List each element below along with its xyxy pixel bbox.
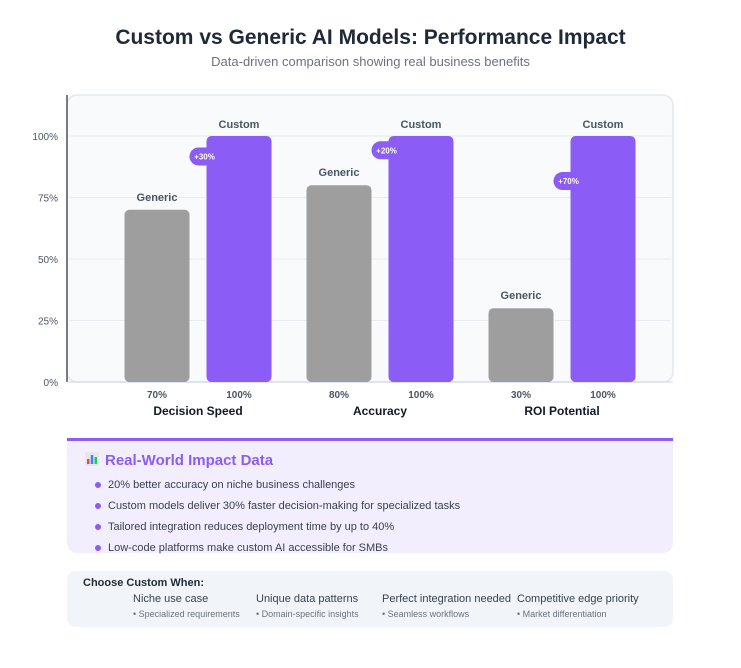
criterion-title: Competitive edge priority: [517, 593, 639, 605]
impact-list: 20% better accuracy on niche business ch…: [95, 478, 460, 562]
generic-series-label: Generic: [501, 290, 542, 302]
improvement-badge: [371, 141, 402, 160]
custom-value-label: 100%: [590, 390, 616, 401]
custom-bar: [206, 136, 272, 382]
category-label: Decision Speed: [153, 404, 242, 418]
criterion-title: Perfect integration needed: [382, 593, 512, 605]
generic-series-label: Generic: [319, 167, 360, 179]
criterion-title: Niche use case: [133, 593, 209, 605]
list-item: Tailored integration reduces deployment …: [95, 520, 460, 541]
y-tick-label: 75%: [38, 194, 58, 205]
custom-series-label: Custom: [219, 119, 260, 131]
category-label: ROI Potential: [524, 404, 599, 418]
generic-bar: [488, 308, 554, 382]
y-tick-label: 25%: [38, 317, 58, 328]
choose-custom-panel: Choose Custom When: Niche use case • Spe…: [67, 571, 673, 627]
generic-value-label: 70%: [147, 390, 167, 401]
criterion-competitive-edge: Competitive edge priority • Market diffe…: [517, 593, 639, 619]
page-subtitle: Data-driven comparison showing real busi…: [211, 54, 530, 69]
custom-bar: [388, 136, 454, 382]
criterion-unique-data: Unique data patterns • Domain-specific i…: [256, 593, 359, 619]
y-tick-label: 100%: [32, 132, 58, 143]
list-item: 20% better accuracy on niche business ch…: [95, 478, 460, 499]
custom-value-label: 100%: [408, 390, 434, 401]
custom-series-label: Custom: [583, 119, 624, 131]
y-tick-label: 50%: [38, 255, 58, 266]
improvement-badge: [189, 147, 220, 166]
custom-bar: [570, 136, 636, 382]
criterion-desc: • Market differentiation: [517, 609, 607, 619]
list-item: Low-code platforms make custom AI access…: [95, 541, 460, 562]
improvement-badge: [553, 172, 584, 191]
criterion-title: Unique data patterns: [256, 593, 359, 605]
improvement-badge-label: +70%: [558, 177, 579, 186]
criterion-desc: • Seamless workflows: [382, 609, 470, 619]
custom-series-label: Custom: [401, 119, 442, 131]
custom-value-label: 100%: [226, 390, 252, 401]
category-label: Accuracy: [353, 404, 407, 418]
performance-bar-chart: 0% 25% 50% 75% 100% Generic Custom +30% 70% 100% D…: [32, 94, 674, 418]
criterion-perfect-integration: Perfect integration needed • Seamless wo…: [382, 593, 511, 619]
y-tick-label: 0%: [44, 378, 59, 389]
generic-series-label: Generic: [137, 192, 178, 204]
page-title: Custom vs Generic AI Models: Performance…: [115, 26, 626, 49]
generic-bar: [124, 209, 190, 382]
generic-value-label: 80%: [329, 390, 349, 401]
criterion-desc: • Domain-specific insights: [256, 609, 359, 619]
choose-title: Choose Custom When:: [83, 577, 204, 589]
bar-chart-icon: [85, 452, 99, 466]
criterion-niche-use-case: Niche use case • Specialized requirement…: [133, 593, 240, 619]
generic-bar: [306, 185, 372, 382]
impact-title-text: Real-World Impact Data: [105, 452, 274, 469]
criterion-desc: • Specialized requirements: [133, 609, 240, 619]
impact-title: Real-World Impact Data: [85, 452, 273, 469]
list-item: Custom models deliver 30% faster decisio…: [95, 499, 460, 520]
impact-panel: Real-World Impact Data 20% better accura…: [67, 438, 673, 554]
generic-value-label: 30%: [511, 390, 531, 401]
improvement-badge-label: +20%: [376, 146, 397, 155]
improvement-badge-label: +30%: [194, 152, 215, 161]
